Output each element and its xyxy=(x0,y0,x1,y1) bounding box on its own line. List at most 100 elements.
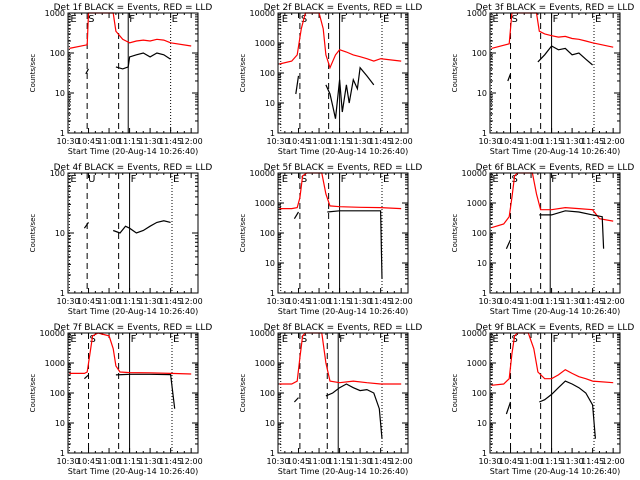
x-tick-label: 12:00 xyxy=(602,457,625,466)
y-tick-label: 1000 xyxy=(255,199,275,208)
series-lld-line xyxy=(69,332,192,375)
x-axis-label: Start Time (20-Aug-14 10:26:40) xyxy=(68,467,199,476)
marker-label: F xyxy=(341,14,347,25)
x-tick-label: 11:15 xyxy=(328,457,351,466)
y-tick-label: 10000 xyxy=(40,329,65,338)
marker-label: F xyxy=(131,334,137,345)
marker-label: E xyxy=(282,174,288,185)
series-events-line xyxy=(507,73,512,82)
x-tick-label: 11:00 xyxy=(98,457,121,466)
x-tick-label: 11:15 xyxy=(118,297,141,306)
series-events-line xyxy=(85,68,90,75)
x-tick-label: 11:00 xyxy=(98,297,121,306)
x-tick-label: 11:45 xyxy=(581,297,604,306)
y-tick-label: 10000 xyxy=(462,169,487,178)
x-tick-label: 10:45 xyxy=(499,137,522,146)
series-events-line xyxy=(83,222,89,229)
y-tick-label: 1000 xyxy=(45,359,65,368)
x-axis-label: Start Time (20-Aug-14 10:26:40) xyxy=(68,307,199,316)
x-tick-label: 11:30 xyxy=(349,297,372,306)
chart-title: Det 5f BLACK = Events, RED = LLD xyxy=(264,163,423,173)
x-tick-label: 11:15 xyxy=(540,457,563,466)
plot-frame xyxy=(67,12,199,134)
x-tick-label: 10:45 xyxy=(287,457,310,466)
marker-label: S xyxy=(88,14,94,25)
x-tick-label: 11:00 xyxy=(98,137,121,146)
y-tick-label: 100 xyxy=(50,389,65,398)
x-tick-label: 11:30 xyxy=(349,457,372,466)
x-tick-label: 11:15 xyxy=(540,297,563,306)
marker-label: E xyxy=(282,14,288,25)
y-tick-label: 1 xyxy=(270,449,275,458)
x-tick-label: 11:45 xyxy=(581,137,604,146)
chart-title: Det 6f BLACK = Events, RED = LLD xyxy=(476,163,635,173)
marker-label: E xyxy=(383,334,389,345)
y-tick-label: 10 xyxy=(265,259,275,268)
y-tick-label: 1000 xyxy=(467,359,487,368)
y-axis-label: Counts/sec xyxy=(239,214,247,253)
x-axis-label: Start Time (20-Aug-14 10:26:40) xyxy=(490,467,621,476)
x-tick-label: 11:00 xyxy=(308,457,331,466)
y-tick-label: 1000 xyxy=(467,9,487,18)
chart-title: Det 9f BLACK = Events, RED = LLD xyxy=(476,323,635,333)
marker-label: U xyxy=(88,174,95,185)
x-axis-label: Start Time (20-Aug-14 10:26:40) xyxy=(490,147,621,156)
x-axis-label: Start Time (20-Aug-14 10:26:40) xyxy=(278,467,409,476)
marker-label: F xyxy=(131,174,137,185)
marker-label: E xyxy=(282,334,288,345)
y-tick-label: 10000 xyxy=(250,9,275,18)
y-tick-label: 10 xyxy=(265,419,275,428)
x-tick-label: 10:45 xyxy=(77,297,100,306)
panel-det-2: 1 10 100 1000 10000 10:3010:4511:0011:1511:30… xyxy=(239,3,422,156)
x-tick-label: 11:15 xyxy=(118,457,141,466)
series-events-line xyxy=(325,383,383,439)
y-axis-label: Counts/sec xyxy=(451,54,459,93)
x-tick-label: 11:45 xyxy=(159,137,182,146)
plot-frame xyxy=(277,172,409,294)
x-tick-label: 11:15 xyxy=(118,137,141,146)
y-axis-label: Counts/sec xyxy=(239,374,247,413)
series-events-line xyxy=(115,52,171,70)
series-events-line xyxy=(115,373,176,409)
x-tick-label: 12:00 xyxy=(390,137,413,146)
y-tick-label: 1 xyxy=(270,289,275,298)
x-tick-label: 10:30 xyxy=(266,137,289,146)
series-events-line xyxy=(539,380,596,439)
y-tick-label: 1 xyxy=(270,129,275,138)
y-tick-label: 10 xyxy=(477,259,487,268)
series-events-line xyxy=(327,210,383,279)
series-events-line xyxy=(325,66,375,119)
y-tick-label: 1 xyxy=(60,449,65,458)
x-tick-label: 11:45 xyxy=(369,457,392,466)
y-tick-label: 1 xyxy=(60,289,65,298)
x-tick-label: 10:45 xyxy=(287,297,310,306)
series-events-line xyxy=(295,75,300,95)
x-tick-label: 11:45 xyxy=(369,137,392,146)
plot-frame xyxy=(489,332,621,454)
x-tick-label: 11:00 xyxy=(308,297,331,306)
marker-label: E xyxy=(70,334,76,345)
y-tick-label: 100 xyxy=(50,169,65,178)
x-tick-label: 11:00 xyxy=(520,457,543,466)
marker-label: S xyxy=(512,334,518,345)
y-axis-label: Counts/sec xyxy=(451,374,459,413)
y-tick-label: 1 xyxy=(482,449,487,458)
y-tick-label: 1000 xyxy=(45,9,65,18)
series-lld-line xyxy=(279,332,402,385)
x-tick-label: 11:15 xyxy=(328,297,351,306)
series-events-line xyxy=(505,239,512,249)
y-tick-label: 1000 xyxy=(467,199,487,208)
y-tick-label: 10 xyxy=(265,99,275,108)
panel-det-1: 1 10 100 1000 10:3010:4511:0011:1511:3011:45… xyxy=(29,3,212,156)
series-events-line xyxy=(505,401,512,415)
marker-label: E xyxy=(595,174,601,185)
series-events-line xyxy=(293,211,300,220)
chart-title: Det 3f BLACK = Events, RED = LLD xyxy=(476,3,635,13)
marker-label: E xyxy=(173,334,179,345)
y-axis-label: Counts/sec xyxy=(451,214,459,253)
y-tick-label: 1 xyxy=(60,129,65,138)
chart-title: Det 8f BLACK = Events, RED = LLD xyxy=(264,323,423,333)
x-tick-label: 11:30 xyxy=(139,457,162,466)
chart-title: Det 2f BLACK = Events, RED = LLD xyxy=(264,3,423,13)
marker-label: E xyxy=(173,174,179,185)
